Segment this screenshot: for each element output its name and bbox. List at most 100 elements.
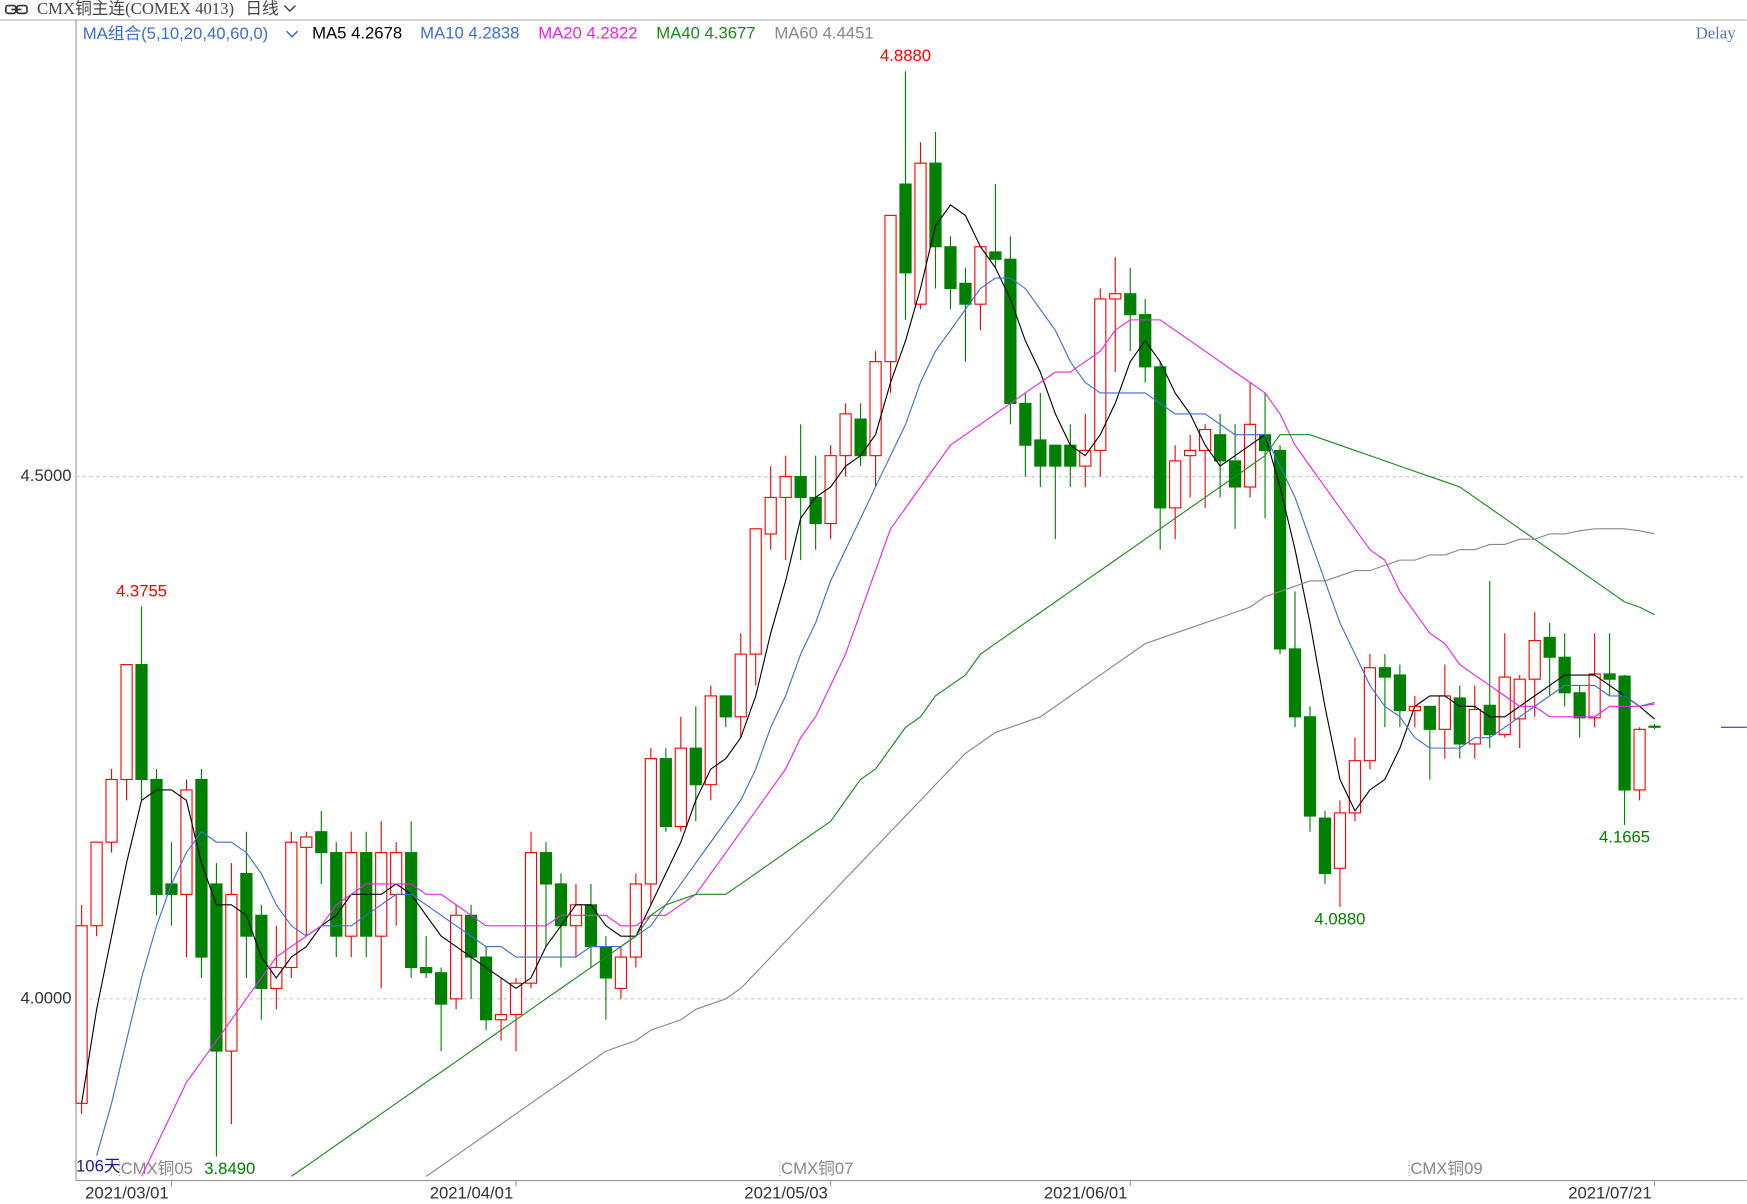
candle-body <box>285 841 298 969</box>
candle-body <box>405 852 418 969</box>
candle-body <box>195 778 208 958</box>
candle-body <box>150 778 163 895</box>
legend-name: MA40 <box>656 24 700 43</box>
dropdown-arrow[interactable] <box>283 5 296 13</box>
candle-body <box>1079 449 1092 467</box>
candles <box>81 71 1656 1157</box>
candle-body <box>1154 366 1167 509</box>
legend-value: 4.2822 <box>586 24 637 43</box>
candle-body <box>1109 293 1122 300</box>
candle-body <box>90 841 103 927</box>
candle-body <box>1049 444 1062 467</box>
candle-body <box>1243 423 1257 488</box>
candle-body <box>1333 812 1347 869</box>
contract-label: CMX铜07 <box>781 1159 853 1178</box>
candle-body <box>674 747 687 828</box>
y-tick-label: 4.5000 <box>21 466 72 485</box>
price-annotation: 4.8880 <box>880 46 931 65</box>
candle-body <box>1378 667 1392 678</box>
candle-body <box>1034 439 1047 467</box>
dropdown-arrow[interactable] <box>286 30 299 38</box>
candle-body <box>210 883 223 1052</box>
candle-body <box>1094 298 1107 451</box>
candle-body <box>659 758 672 828</box>
price-annotation: 4.3755 <box>116 582 167 601</box>
candle-body <box>524 852 538 984</box>
candle-body <box>390 852 403 895</box>
price-annotation: 4.0880 <box>1314 910 1365 929</box>
status: Delay <box>1696 23 1737 42</box>
candle-body <box>1633 728 1646 791</box>
legend-value: 4.2838 <box>468 24 519 43</box>
candle-body <box>1603 673 1616 680</box>
candle-body <box>749 528 762 655</box>
candle-body <box>1423 705 1436 730</box>
candle-body <box>330 852 343 937</box>
candle-body <box>240 872 253 937</box>
candle-body <box>539 852 553 885</box>
candle-body <box>809 496 822 525</box>
candle-body <box>1453 697 1466 745</box>
candle-body <box>1019 402 1032 446</box>
candle-body <box>719 695 732 718</box>
x-tick-label: 2021/03/01 <box>85 1183 169 1202</box>
candle-body <box>989 251 1002 260</box>
x-tick-label: 2021/04/01 <box>430 1183 514 1202</box>
legend-entry: MA10 4.2838 <box>420 24 519 43</box>
candle-body <box>599 946 613 979</box>
candle-body <box>839 413 852 457</box>
contract-label: CMX铜05 <box>121 1159 193 1178</box>
legend-entry: MA20 4.2822 <box>538 24 637 43</box>
candle-body <box>974 246 987 305</box>
candle-body <box>959 282 972 305</box>
candle-body <box>929 162 942 248</box>
legend-entry: MA5 4.2678 <box>312 24 402 43</box>
candle-body <box>1498 676 1511 736</box>
candle-body <box>614 956 628 989</box>
candle-body <box>794 475 807 498</box>
indicator-selector[interactable]: MA组合(5,10,20,40,60,0) <box>83 24 269 43</box>
candle-body <box>1573 692 1586 719</box>
candle-body <box>479 956 493 1021</box>
candle-body <box>764 496 777 535</box>
ma-line <box>81 204 1655 1104</box>
legend-entry: MA60 4.4451 <box>774 24 873 43</box>
candle-body <box>300 836 313 848</box>
candle-body <box>225 893 238 1052</box>
candle-body <box>1528 639 1541 680</box>
candle-body <box>509 982 523 1016</box>
candle-body <box>1618 675 1631 791</box>
candle-body <box>180 789 193 895</box>
candle-body <box>449 914 463 1000</box>
candle-body <box>315 831 328 854</box>
candle-body <box>1184 449 1197 457</box>
candle-body <box>1483 704 1496 736</box>
legend-name: MA20 <box>538 24 582 43</box>
candle-body <box>1468 708 1481 745</box>
candle-body <box>435 972 448 1005</box>
x-tick-label: 2021/05/03 <box>744 1183 828 1202</box>
legend-value: 4.3677 <box>705 24 756 43</box>
candle-body <box>1199 428 1212 451</box>
candle-body <box>120 664 133 781</box>
candle-body <box>944 246 957 290</box>
candle-body <box>105 778 118 843</box>
candle-body <box>255 914 268 989</box>
ma-line <box>425 528 1655 1177</box>
candle-body <box>420 966 433 974</box>
candle-body <box>1648 725 1661 728</box>
candle-body <box>1543 636 1556 658</box>
candle-body <box>899 183 912 274</box>
candle-body <box>1348 760 1362 814</box>
y-tick-label: 4.0000 <box>21 988 72 1007</box>
candle-count: 106天 <box>76 1157 121 1176</box>
x-tick-label: 2021/07/21 <box>1568 1183 1652 1202</box>
contract-label: CMX铜09 <box>1410 1159 1482 1178</box>
legend-name: MA5 <box>312 24 346 43</box>
candle-body <box>689 747 702 786</box>
legend-value: 4.4451 <box>823 24 874 43</box>
period-selector[interactable]: 日线 <box>245 0 279 18</box>
candle-body <box>914 162 927 305</box>
